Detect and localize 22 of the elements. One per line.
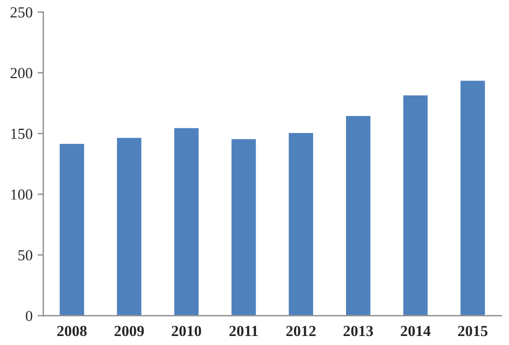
x-tick-label: 2014 — [400, 326, 430, 336]
bar — [344, 114, 372, 316]
x-tick-label: 2015 — [458, 326, 488, 336]
bar — [58, 142, 86, 316]
bar — [172, 126, 200, 316]
x-tick-label: 2011 — [229, 326, 258, 336]
x-tick-label: 2013 — [344, 326, 373, 336]
y-tick-label: 100 — [11, 189, 32, 200]
x-tick-label: 2012 — [286, 326, 316, 336]
x-tick-label: 2010 — [172, 326, 202, 336]
y-tick-label: 250 — [10, 7, 32, 18]
x-tick-label: 2009 — [114, 326, 144, 336]
bar — [230, 138, 258, 316]
y-tick-label: 0 — [26, 310, 32, 322]
bar — [459, 79, 486, 316]
bar — [287, 132, 315, 316]
y-tick-label: 200 — [10, 68, 32, 78]
bar — [402, 94, 430, 316]
bar — [116, 136, 143, 316]
y-tick-label: 150 — [11, 128, 32, 139]
x-tick-label: 2008 — [57, 326, 87, 336]
y-tick-label: 50 — [18, 250, 32, 260]
